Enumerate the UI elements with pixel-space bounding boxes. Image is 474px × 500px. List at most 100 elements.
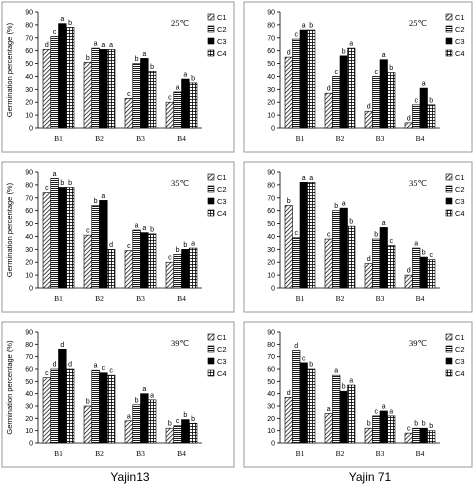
significance-letter: b: [429, 423, 433, 430]
y-tick-label: 10: [267, 113, 275, 120]
chart-panel-6: 010203040506070809039℃ddcbB1aabaB2bcaaB3…: [243, 321, 473, 468]
x-tick-label: B2: [95, 449, 104, 458]
bar-c1-b1: [42, 377, 52, 444]
bar-c4-b4: [188, 82, 198, 129]
y-tick-label: 80: [25, 22, 33, 29]
legend-swatch-c2: [207, 185, 215, 193]
significance-letter: c: [390, 238, 394, 245]
bar-c3-b4: [181, 78, 190, 129]
significance-letter: b: [342, 384, 346, 391]
significance-letter: a: [127, 413, 131, 420]
significance-letter: c: [127, 243, 131, 250]
legend-label-c3: C3: [455, 197, 465, 206]
significance-letter: b: [422, 421, 426, 428]
y-tick-label: 10: [267, 273, 275, 280]
significance-letter: a: [142, 386, 146, 393]
y-tick-label: 40: [25, 391, 33, 398]
bar-c1-b1: [42, 49, 52, 129]
legend-swatch-c3: [207, 197, 215, 205]
bar-c4-b2: [106, 49, 116, 129]
significance-letter: a: [183, 72, 187, 79]
panel-title: 25℃: [171, 18, 190, 28]
significance-letter: c: [127, 91, 131, 98]
significance-letter: a: [101, 193, 105, 200]
y-tick-label: 70: [25, 35, 33, 42]
x-tick-label: B4: [177, 449, 186, 458]
significance-letter: c: [168, 95, 172, 102]
y-tick-label: 30: [267, 247, 275, 254]
significance-letter: b: [135, 397, 139, 404]
legend-swatch-c2: [207, 345, 215, 353]
bar-c3-b3: [379, 59, 388, 129]
bar-c2-b1: [50, 178, 59, 289]
significance-letter: c: [415, 97, 419, 104]
legend-swatch-c4: [207, 209, 215, 217]
bar-c2-b2: [91, 369, 100, 444]
legend-swatch-c1: [445, 333, 453, 341]
y-tick-label: 20: [25, 416, 33, 423]
significance-letter: c: [295, 230, 299, 237]
significance-letter: b: [176, 247, 180, 254]
bar-c1-b3: [364, 263, 373, 289]
bar-c2-b4: [173, 254, 182, 289]
significance-letter: b: [334, 203, 338, 210]
significance-letter: a: [191, 241, 195, 248]
bar-c1-b1: [284, 397, 293, 444]
legend-label-c1: C1: [217, 13, 227, 22]
significance-letter: a: [327, 406, 331, 413]
significance-letter: b: [389, 65, 393, 72]
bar-c1-b2: [324, 238, 333, 289]
legend-swatch-c3: [207, 357, 215, 365]
y-axis-label: Germination percentage (%): [5, 182, 14, 277]
significance-letter: c: [102, 365, 106, 372]
y-tick-label: 80: [25, 182, 33, 189]
bar-c4-b1: [65, 368, 75, 444]
legend-swatch-c3: [445, 357, 453, 365]
significance-letter: b: [429, 97, 433, 104]
bar-c3-b3: [140, 393, 149, 444]
significance-letter: b: [68, 180, 72, 187]
bar-c3-b2: [339, 390, 348, 444]
significance-letter: d: [53, 362, 57, 369]
significance-letter: c: [86, 228, 90, 235]
significance-letter: a: [176, 84, 180, 91]
y-tick-label: 0: [271, 441, 275, 448]
bar-c1-b3: [364, 110, 373, 129]
column-label-yajin13: Yajin13: [110, 470, 150, 484]
significance-letter: c: [430, 252, 434, 259]
bar-c4-b2: [106, 374, 116, 444]
bar-c3-b1: [58, 187, 67, 289]
significance-letter: b: [86, 399, 90, 406]
significance-letter: b: [287, 198, 291, 205]
bar-c3-b1: [299, 362, 308, 444]
bar-c1-b3: [124, 250, 134, 289]
bar-c2-b2: [332, 374, 341, 444]
legend-label-c3: C3: [217, 37, 227, 46]
x-tick-label: B2: [336, 134, 345, 143]
legend-swatch-c1: [207, 13, 215, 21]
significance-letter: b: [68, 20, 72, 27]
y-tick-label: 50: [267, 221, 275, 228]
y-tick-label: 10: [267, 428, 275, 435]
legend-swatch-c1: [207, 333, 215, 341]
y-tick-label: 40: [25, 234, 33, 241]
bar-c4-b1: [307, 368, 316, 444]
significance-letter: c: [407, 426, 411, 433]
significance-letter: b: [367, 421, 371, 428]
significance-letter: d: [407, 115, 411, 122]
legend-label-c1: C1: [217, 333, 227, 342]
panel-title: 35℃: [409, 178, 428, 188]
panel-title: 39℃: [409, 338, 428, 348]
significance-letter: a: [135, 223, 139, 230]
bar-c4-b4: [188, 422, 198, 444]
y-tick-label: 10: [25, 113, 33, 120]
bar-c3-b2: [99, 372, 108, 444]
bar-c3-b4: [419, 87, 428, 129]
bar-c3-b4: [419, 256, 428, 289]
bar-c2-b2: [332, 210, 341, 289]
legend-label-c4: C4: [217, 209, 227, 218]
significance-letter: d: [407, 268, 411, 275]
significance-letter: b: [309, 362, 313, 369]
bar-c4-b4: [427, 104, 436, 129]
panel-title: 39℃: [171, 338, 190, 348]
